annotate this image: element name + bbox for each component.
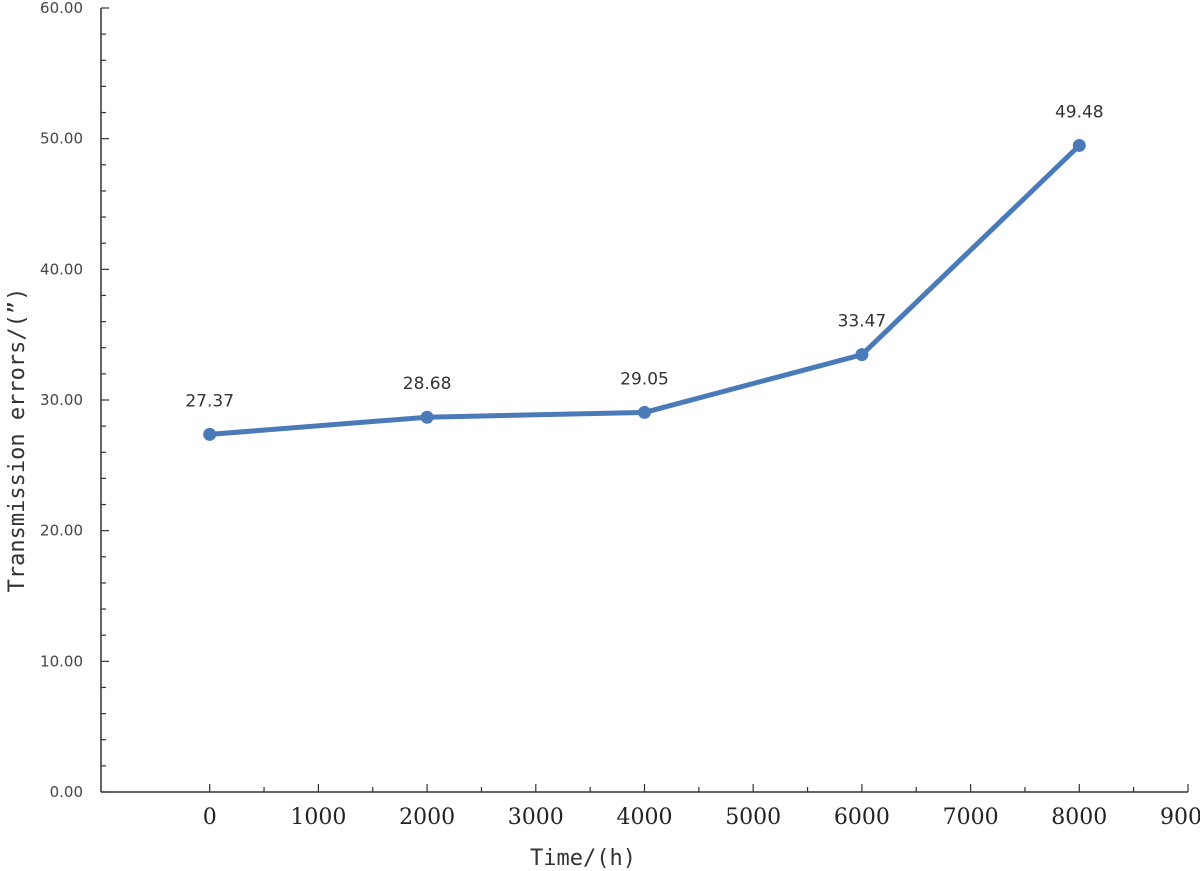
x-tick-label: 1000: [290, 805, 346, 830]
x-tick-label: 7000: [943, 805, 999, 830]
data-point: [420, 410, 434, 424]
x-tick-label: 8000: [1051, 805, 1107, 830]
y-tick-label: 0.00: [50, 783, 83, 801]
data-label: 28.68: [403, 374, 452, 394]
x-tick-label: 9000: [1160, 805, 1200, 830]
ticks: [101, 7, 1189, 793]
x-tick-label: 6000: [834, 805, 890, 830]
data-label: 49.48: [1055, 102, 1104, 122]
data-point: [638, 405, 651, 419]
y-tick-label: 30.00: [40, 391, 83, 409]
data-point: [855, 348, 869, 362]
x-axis-title: Time/(h): [530, 846, 636, 871]
y-axis-title: Transmission errors/(”): [5, 288, 30, 593]
y-tick-label: 40.00: [40, 260, 83, 278]
data-label: 29.05: [620, 369, 669, 389]
series-line: [207, 143, 1082, 437]
data-label: 33.47: [838, 312, 887, 332]
series: 27.37 28.68 29.05 33.47 49.48: [185, 102, 1104, 441]
y-tick-label: 60.00: [40, 0, 83, 17]
data-point: [1072, 138, 1086, 152]
x-tick-label: 4000: [617, 805, 673, 830]
y-tick-label: 20.00: [40, 522, 83, 540]
data-point: [203, 427, 217, 441]
x-tick-label: 3000: [508, 805, 564, 830]
x-tick-label: 5000: [725, 805, 781, 830]
tick-labels: 0.00 10.00 20.00 30.00 40.00 50.00 60.00 0 1000 2…: [40, 0, 1200, 830]
y-tick-label: 10.00: [40, 652, 83, 670]
data-label: 27.37: [185, 391, 234, 411]
x-tick-label: 0: [203, 805, 217, 830]
y-tick-label: 50.00: [40, 130, 83, 148]
x-tick-label: 2000: [399, 805, 455, 830]
